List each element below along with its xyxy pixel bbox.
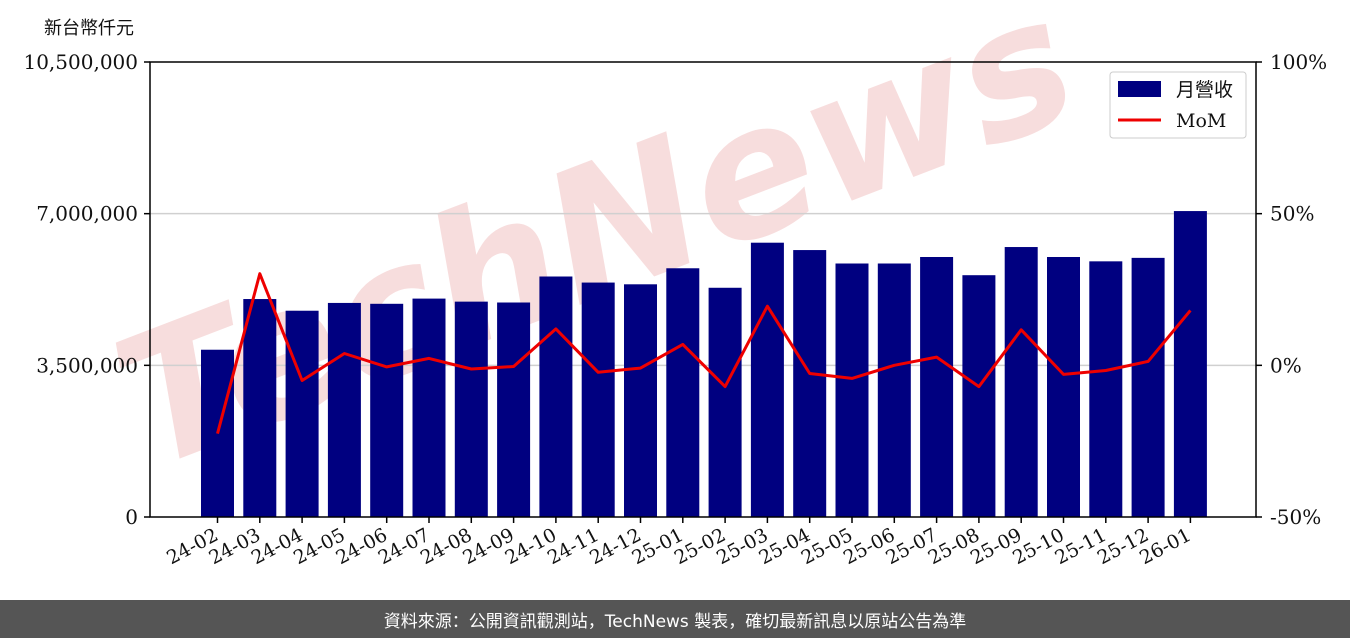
left-tick-label: 0 [125, 505, 138, 529]
legend-line-label: MoM [1176, 110, 1226, 132]
plot-frame [149, 61, 1257, 518]
bar [497, 302, 531, 517]
bar [920, 257, 954, 517]
right-tick-label: 100% [1270, 50, 1327, 74]
bar [624, 284, 657, 517]
right-tick-label: -50% [1270, 505, 1321, 529]
y-unit-label: 新台幣仟元 [44, 18, 134, 39]
left-axis: 0 3,500,000 7,000,000 10,500,000 [23, 50, 150, 529]
mom-line [216, 272, 1192, 434]
right-tick-label: 0% [1270, 353, 1302, 377]
left-tick-label: 7,000,000 [36, 202, 138, 226]
bar-series [201, 211, 1207, 518]
bar [370, 303, 404, 517]
bar [1173, 211, 1207, 518]
bar [750, 242, 784, 517]
bar [454, 301, 488, 517]
bar [1089, 261, 1123, 517]
right-axis: -50% 0% 50% 100% [1256, 50, 1327, 529]
bar [1047, 257, 1080, 517]
bar [666, 268, 700, 517]
bar [285, 310, 319, 517]
bar [1004, 247, 1038, 518]
bar [708, 287, 742, 517]
bar [1131, 257, 1165, 517]
bar [962, 275, 996, 517]
left-tick-label: 10,500,000 [23, 50, 138, 74]
x-axis: 24-0224-0324-0424-0524-0624-0724-0824-09… [163, 517, 1195, 569]
legend-bar-label: 月營收 [1176, 79, 1233, 101]
bar [581, 282, 615, 517]
bar [835, 263, 869, 517]
bar [539, 276, 573, 517]
left-tick-label: 3,500,000 [36, 353, 138, 377]
bar [243, 299, 277, 517]
bar [327, 302, 361, 517]
right-tick-label: 50% [1270, 202, 1314, 226]
bar [793, 250, 827, 518]
legend: 月營收 MoM [1109, 71, 1247, 139]
bar [877, 263, 911, 517]
source-footer: 資料來源：公開資訊觀測站，TechNews 製表，確切最新訊息以原站公告為準 [0, 600, 1350, 638]
footer-text: 資料來源：公開資訊觀測站，TechNews 製表，確切最新訊息以原站公告為準 [383, 611, 967, 632]
legend-bar-swatch [1118, 81, 1161, 97]
bar [412, 298, 446, 517]
